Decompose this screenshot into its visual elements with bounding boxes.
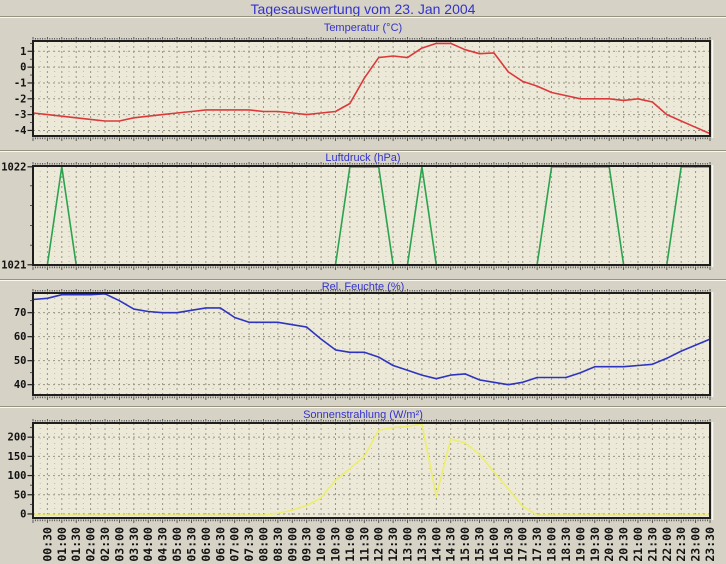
svg-text:03:30: 03:30 <box>127 527 141 562</box>
svg-text:14:00: 14:00 <box>429 527 443 562</box>
svg-text:21:30: 21:30 <box>645 527 659 562</box>
svg-text:11:30: 11:30 <box>357 527 371 562</box>
svg-text:06:00: 06:00 <box>199 527 213 562</box>
svg-text:09:30: 09:30 <box>300 527 314 562</box>
svg-text:150: 150 <box>8 451 27 463</box>
svg-text:70: 70 <box>14 307 27 319</box>
svg-text:10:00: 10:00 <box>314 527 328 562</box>
temperature-chart: 1 0 -1 -2 -3 -4 <box>14 37 714 141</box>
svg-text:07:00: 07:00 <box>228 527 242 562</box>
svg-text:05:30: 05:30 <box>184 527 198 562</box>
pressure-chart: 1022 1021 <box>1 161 714 271</box>
svg-text:16:30: 16:30 <box>501 527 515 562</box>
svg-text:18:00: 18:00 <box>545 527 559 562</box>
svg-text:22:30: 22:30 <box>674 527 688 562</box>
svg-text:01:00: 01:00 <box>55 527 69 562</box>
svg-text:22:00: 22:00 <box>660 527 674 562</box>
svg-text:1022: 1022 <box>1 161 26 173</box>
svg-text:19:30: 19:30 <box>588 527 602 562</box>
svg-text:17:00: 17:00 <box>516 527 530 562</box>
svg-text:-2: -2 <box>14 93 27 105</box>
svg-text:07:30: 07:30 <box>242 527 256 562</box>
svg-text:100: 100 <box>8 470 27 482</box>
svg-text:15:00: 15:00 <box>458 527 472 562</box>
svg-text:50: 50 <box>14 489 27 501</box>
svg-text:50: 50 <box>14 355 27 367</box>
svg-text:02:30: 02:30 <box>98 527 112 562</box>
svg-text:14:30: 14:30 <box>444 527 458 562</box>
svg-text:12:00: 12:00 <box>372 527 386 562</box>
svg-text:13:30: 13:30 <box>415 527 429 562</box>
section-separator-3 <box>0 406 726 408</box>
svg-text:12:30: 12:30 <box>386 527 400 562</box>
svg-text:23:00: 23:00 <box>689 527 703 562</box>
svg-text:17:30: 17:30 <box>530 527 544 562</box>
svg-text:-3: -3 <box>14 109 27 121</box>
svg-text:20:00: 20:00 <box>602 527 616 562</box>
svg-text:11:00: 11:00 <box>343 527 357 562</box>
svg-text:13:00: 13:00 <box>401 527 415 562</box>
chart-title-temperatur: Temperatur (°C) <box>323 22 403 34</box>
chart-title-luftdruck: Luftdruck (hPa) <box>325 152 401 164</box>
svg-text:05:00: 05:00 <box>170 527 184 562</box>
svg-text:04:00: 04:00 <box>141 527 155 562</box>
svg-text:10:30: 10:30 <box>328 527 342 562</box>
svg-text:-1: -1 <box>14 77 27 89</box>
svg-text:00:30: 00:30 <box>40 527 54 562</box>
svg-text:1: 1 <box>20 46 26 58</box>
title-separator <box>0 16 726 18</box>
page-title: Tagesauswertung vom 23. Jan 2004 <box>250 1 476 17</box>
svg-text:200: 200 <box>8 432 27 444</box>
humidity-chart: 70 60 50 40 <box>14 289 714 400</box>
svg-text:08:00: 08:00 <box>256 527 270 562</box>
chart-title-sonnenstrahlung: Sonnenstrahlung (W/m²) <box>303 409 423 421</box>
svg-text:19:00: 19:00 <box>573 527 587 562</box>
svg-text:18:30: 18:30 <box>559 527 573 562</box>
section-separator-1 <box>0 150 726 152</box>
svg-text:09:00: 09:00 <box>285 527 299 562</box>
svg-text:01:30: 01:30 <box>69 527 83 562</box>
svg-text:1021: 1021 <box>1 259 26 271</box>
svg-text:0: 0 <box>20 62 26 74</box>
svg-text:08:30: 08:30 <box>271 527 285 562</box>
svg-text:21:00: 21:00 <box>631 527 645 562</box>
svg-text:15:30: 15:30 <box>473 527 487 562</box>
svg-text:23:30: 23:30 <box>703 527 717 562</box>
section-separator-2 <box>0 279 726 281</box>
svg-text:03:00: 03:00 <box>112 527 126 562</box>
svg-text:02:00: 02:00 <box>84 527 98 562</box>
svg-text:06:30: 06:30 <box>213 527 227 562</box>
svg-text:16:00: 16:00 <box>487 527 501 562</box>
svg-text:20:30: 20:30 <box>617 527 631 562</box>
svg-text:60: 60 <box>14 331 27 343</box>
svg-text:40: 40 <box>14 379 27 391</box>
svg-text:0: 0 <box>20 508 26 520</box>
svg-text:04:30: 04:30 <box>156 527 170 562</box>
svg-text:-4: -4 <box>14 125 27 137</box>
